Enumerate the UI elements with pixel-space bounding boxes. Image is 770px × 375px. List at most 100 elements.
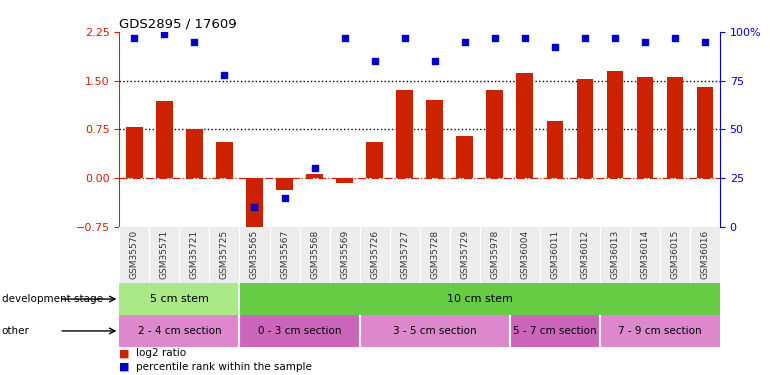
Bar bbox=[607, 71, 623, 178]
Text: GSM36004: GSM36004 bbox=[521, 230, 529, 279]
Text: GSM35725: GSM35725 bbox=[220, 230, 229, 279]
Bar bbox=[330, 227, 360, 283]
Bar bbox=[450, 227, 480, 283]
Text: GSM36011: GSM36011 bbox=[551, 230, 559, 279]
Text: other: other bbox=[2, 326, 29, 336]
Bar bbox=[306, 174, 323, 178]
Bar bbox=[119, 283, 239, 315]
Point bbox=[159, 31, 171, 37]
Bar bbox=[246, 178, 263, 238]
Text: GSM35978: GSM35978 bbox=[490, 230, 499, 279]
Bar bbox=[156, 101, 172, 178]
Bar bbox=[667, 77, 683, 178]
Text: 5 - 7 cm section: 5 - 7 cm section bbox=[513, 326, 597, 336]
Bar bbox=[390, 227, 420, 283]
Bar bbox=[630, 227, 660, 283]
Bar bbox=[480, 227, 510, 283]
Bar bbox=[336, 178, 353, 183]
Point bbox=[549, 45, 561, 51]
Point bbox=[639, 39, 651, 45]
Point bbox=[369, 58, 381, 64]
Text: 7 - 9 cm section: 7 - 9 cm section bbox=[618, 326, 701, 336]
Point bbox=[219, 72, 231, 78]
Text: GSM35568: GSM35568 bbox=[310, 230, 319, 279]
Text: GSM36014: GSM36014 bbox=[641, 230, 649, 279]
Bar bbox=[600, 227, 630, 283]
Bar bbox=[239, 283, 720, 315]
Text: GSM36016: GSM36016 bbox=[701, 230, 709, 279]
Bar bbox=[119, 227, 149, 283]
Point bbox=[428, 58, 440, 64]
Point bbox=[668, 35, 681, 41]
Text: log2 ratio: log2 ratio bbox=[136, 348, 186, 358]
Text: ■: ■ bbox=[119, 362, 133, 372]
Bar bbox=[239, 227, 270, 283]
Point bbox=[339, 35, 351, 41]
Bar bbox=[186, 129, 203, 178]
Text: 2 - 4 cm section: 2 - 4 cm section bbox=[138, 326, 221, 336]
Bar bbox=[570, 227, 600, 283]
Bar bbox=[239, 315, 360, 347]
Text: ■: ■ bbox=[119, 348, 133, 358]
Bar bbox=[487, 90, 503, 178]
Text: GSM35565: GSM35565 bbox=[250, 230, 259, 279]
Bar bbox=[149, 227, 179, 283]
Bar bbox=[540, 227, 570, 283]
Text: GDS2895 / 17609: GDS2895 / 17609 bbox=[119, 18, 237, 31]
Point bbox=[489, 35, 501, 41]
Bar bbox=[300, 227, 330, 283]
Text: GSM36013: GSM36013 bbox=[611, 230, 619, 279]
Text: GSM35571: GSM35571 bbox=[160, 230, 169, 279]
Bar bbox=[209, 227, 239, 283]
Text: GSM36015: GSM36015 bbox=[671, 230, 679, 279]
Text: GSM35570: GSM35570 bbox=[130, 230, 139, 279]
Point bbox=[608, 35, 621, 41]
Bar bbox=[637, 77, 653, 178]
Text: 3 - 5 cm section: 3 - 5 cm section bbox=[393, 326, 477, 336]
Bar bbox=[547, 121, 563, 178]
Bar bbox=[517, 73, 533, 178]
Bar bbox=[420, 227, 450, 283]
Bar bbox=[216, 142, 233, 178]
Point bbox=[459, 39, 471, 45]
Bar bbox=[270, 227, 300, 283]
Bar bbox=[360, 227, 390, 283]
Bar bbox=[660, 227, 690, 283]
Bar bbox=[510, 315, 600, 347]
Text: GSM36012: GSM36012 bbox=[581, 230, 589, 279]
Bar bbox=[690, 227, 720, 283]
Bar bbox=[126, 128, 142, 178]
Bar bbox=[457, 136, 473, 178]
Bar bbox=[600, 315, 720, 347]
Text: GSM35727: GSM35727 bbox=[400, 230, 409, 279]
Text: 5 cm stem: 5 cm stem bbox=[150, 294, 209, 304]
Bar bbox=[276, 178, 293, 190]
Text: 10 cm stem: 10 cm stem bbox=[447, 294, 513, 304]
Point bbox=[248, 204, 260, 210]
Point bbox=[399, 35, 411, 41]
Point bbox=[308, 165, 321, 171]
Text: GSM35728: GSM35728 bbox=[430, 230, 439, 279]
Point bbox=[128, 35, 141, 41]
Text: GSM35569: GSM35569 bbox=[340, 230, 349, 279]
Text: GSM35729: GSM35729 bbox=[460, 230, 469, 279]
Text: 0 - 3 cm section: 0 - 3 cm section bbox=[258, 326, 341, 336]
Bar bbox=[360, 315, 510, 347]
Text: GSM35726: GSM35726 bbox=[370, 230, 379, 279]
Point bbox=[519, 35, 531, 41]
Text: development stage: development stage bbox=[2, 294, 102, 304]
Bar bbox=[367, 142, 383, 178]
Bar bbox=[397, 90, 413, 178]
Bar bbox=[697, 87, 713, 178]
Bar bbox=[510, 227, 540, 283]
Point bbox=[579, 35, 591, 41]
Text: GSM35567: GSM35567 bbox=[280, 230, 289, 279]
Text: GSM35721: GSM35721 bbox=[190, 230, 199, 279]
Bar bbox=[119, 315, 239, 347]
Bar bbox=[577, 80, 593, 178]
Text: percentile rank within the sample: percentile rank within the sample bbox=[136, 362, 312, 372]
Point bbox=[279, 195, 291, 201]
Bar bbox=[179, 227, 209, 283]
Bar bbox=[427, 100, 443, 178]
Point bbox=[188, 39, 200, 45]
